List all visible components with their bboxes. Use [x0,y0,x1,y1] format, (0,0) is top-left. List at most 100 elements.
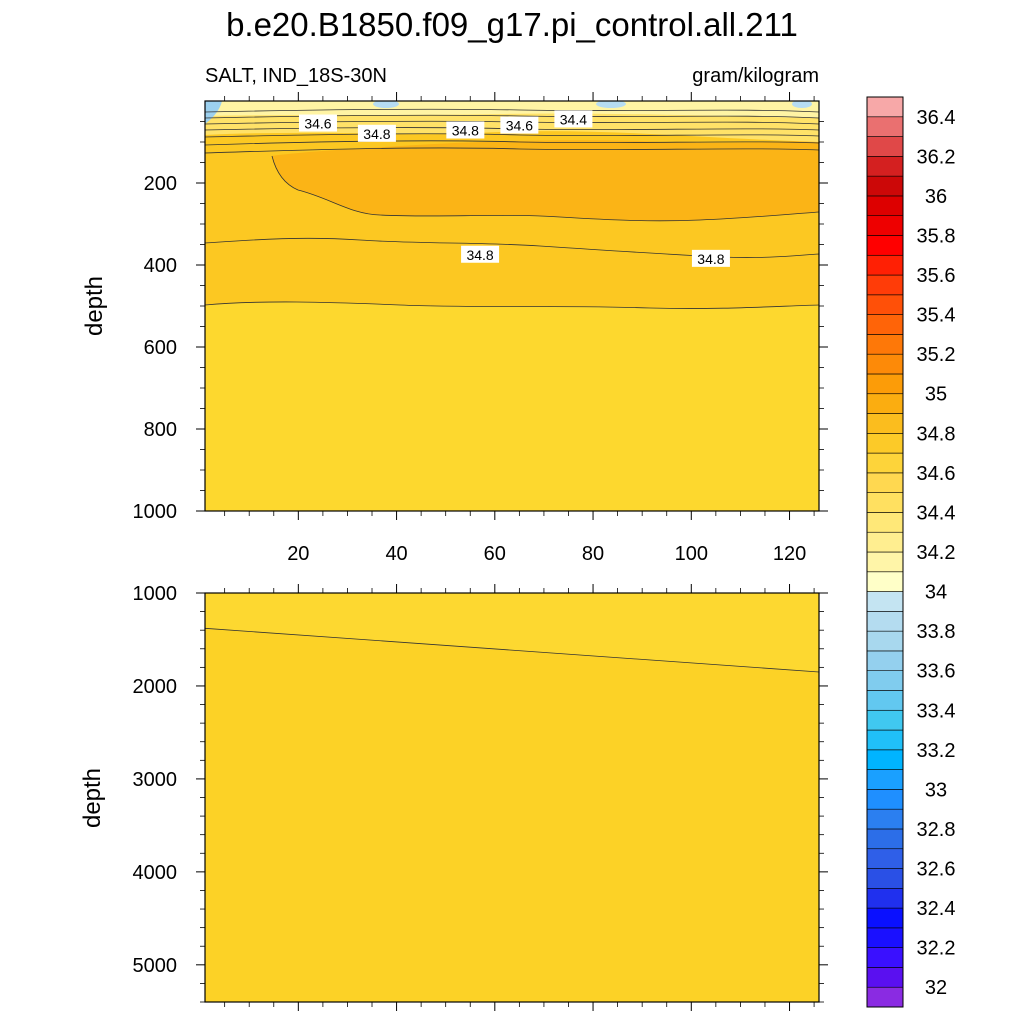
colorbar-box [866,96,904,118]
colorbar-box [866,413,904,434]
upper-salinity-core [272,140,819,221]
colorbar-label: 32 [925,977,947,999]
colorbar-box [866,254,904,276]
contour-label-box [691,249,730,267]
colorbar-label: 33.2 [917,740,956,762]
colorbar-box [866,433,904,454]
colorbar-box [866,947,904,968]
colorbar-box [866,314,904,335]
colorbar-box [866,175,904,197]
colorbar-label: 35.6 [917,265,956,287]
contour-label: 34.6 [304,116,331,132]
units-label: gram/kilogram [692,65,819,87]
lower-ytick-label: 2000 [133,676,178,698]
colorbar-box [866,789,904,810]
colorbar-label: 33.4 [917,700,956,722]
colorbar-label: 32.2 [917,938,956,960]
colorbar-box [866,334,904,355]
upper-fresh-patch [792,101,812,108]
colorbar-label: 35.4 [917,305,956,327]
upper-xtick-label: 40 [385,543,407,565]
upper-fresh-patch [596,101,626,108]
colorbar-label: 35 [925,384,947,406]
colorbar-box [866,591,904,612]
contour-label: 34.8 [466,247,493,263]
upper-axes: 200 400 600 800 1000 20 40 60 80 100 120 [133,92,828,565]
colorbar-box [866,611,904,632]
colorbar-box [866,630,904,652]
colorbar-box [866,136,904,157]
colorbar-box [866,571,904,592]
colorbar-box [866,195,904,216]
contour-label-box [357,124,396,142]
upper-ytick-label: 1000 [133,501,178,523]
colorbar-label: 33 [925,779,947,801]
upper-panel: 34.6 34.8 34.8 34.6 34.4 34.8 34.8 200 400 600 80… [81,92,828,565]
colorbar-box [866,274,904,296]
colorbar-box [866,868,904,889]
lower-ytick-label: 3000 [133,769,178,791]
colorbar-box [866,769,904,790]
colorbar-box [866,472,904,493]
colorbar-label: 36.2 [917,146,956,168]
figure-title: b.e20.B1850.f09_g17.pi_control.all.211 [226,6,798,43]
colorbar-box [866,373,904,395]
colorbar-label: 34.4 [917,502,956,524]
upper-ytick-label: 200 [144,173,177,195]
lower-panel: 1000 2000 3000 4000 5000 depth [79,583,828,1011]
lower-upper-fill [205,593,819,672]
contour-label-box [554,110,593,128]
colorbar-box [866,294,904,315]
colorbar-box [866,808,904,830]
colorbar-box [866,927,904,948]
upper-xtick-label: 60 [484,543,506,565]
colorbar-label: 36 [925,186,947,208]
lower-ytick-label: 1000 [133,583,178,605]
lower-ytick-label: 4000 [133,862,178,884]
colorbar-box [866,986,904,1008]
colorbar-box [866,670,904,691]
contour-label: 34.8 [363,126,390,142]
colorbar-box [866,116,904,137]
colorbar-box [866,492,904,513]
colorbar-box [866,215,904,236]
colorbar-label: 34.8 [917,423,956,445]
colorbar-box [866,690,904,711]
upper-ylabel: depth [81,276,108,336]
colorbar-box [866,393,904,414]
contour-label-box [461,245,500,263]
colorbar-box [866,531,904,553]
colorbar-box [866,848,904,869]
lower-ylabel: depth [79,768,106,828]
contour-label: 34.8 [452,123,479,139]
colorbar-box [866,512,904,533]
contour-label-box [500,116,539,134]
colorbar-box [866,749,904,770]
upper-contour-labels: 34.6 34.8 34.8 34.6 34.4 34.8 34.8 [298,110,730,267]
colorbar-box [866,452,904,474]
colorbar-box [866,907,904,929]
colorbar-label: 34 [925,582,947,604]
upper-xtick-label: 120 [773,543,806,565]
colorbar-label: 32.4 [917,898,956,920]
colorbar-label: 32.6 [917,859,956,881]
colorbar-label: 33.6 [917,661,956,683]
colorbar-box [866,828,904,850]
colorbar-box [866,967,904,988]
upper-fresh-patch [373,101,399,108]
lower-contour-line [205,627,819,673]
upper-ytick-label: 800 [144,419,177,441]
colorbar-label: 33.8 [917,621,956,643]
upper-xtick-label: 20 [287,543,309,565]
colorbar-label: 34.2 [917,542,956,564]
colorbar-label: 36.4 [917,107,956,129]
variable-label: SALT, IND_18S-30N [205,65,387,87]
colorbar-label: 34.6 [917,463,956,485]
contour-label: 34.4 [560,111,587,127]
colorbar-box [866,551,904,573]
lower-ytick-label: 5000 [133,955,178,977]
colorbar-box [866,709,904,731]
contour-label: 34.8 [697,251,724,267]
upper-xtick-label: 100 [675,543,708,565]
